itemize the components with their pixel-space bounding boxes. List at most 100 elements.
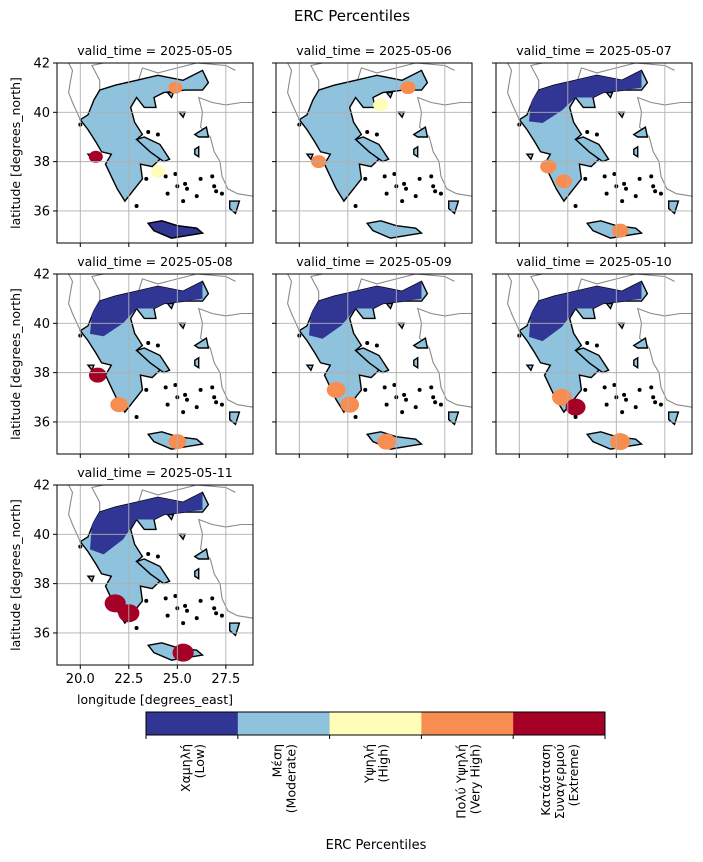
island-dot xyxy=(612,171,617,176)
island-dot xyxy=(144,598,149,603)
hotspot-1 xyxy=(551,388,572,406)
island-dot xyxy=(658,191,663,196)
country-border xyxy=(287,274,300,331)
map-layer xyxy=(68,485,253,662)
land-region-7 xyxy=(385,302,394,310)
island-dot xyxy=(194,194,199,199)
land-region-4 xyxy=(633,356,639,369)
y-tick-label: 40 xyxy=(33,106,50,121)
land-region-8 xyxy=(305,364,314,372)
land-region-5 xyxy=(228,411,241,426)
land-region-5 xyxy=(228,622,241,637)
hotspot-2 xyxy=(373,98,389,112)
panel-title: valid_time = 2025-05-10 xyxy=(516,254,672,269)
island-dot xyxy=(214,400,219,405)
island-dot xyxy=(146,552,151,557)
island-dot xyxy=(402,181,407,186)
hotspot-3 xyxy=(611,223,629,238)
country-border xyxy=(530,274,543,302)
island-dot xyxy=(198,598,203,603)
axes-frame xyxy=(56,62,254,244)
y-tick-label: 38 xyxy=(33,577,50,592)
colorbar-swatch-1 xyxy=(146,712,239,735)
island-dot xyxy=(374,343,379,348)
land-region-5 xyxy=(448,200,460,215)
island-dot xyxy=(384,191,389,196)
country-border xyxy=(91,485,104,513)
land-region-1 xyxy=(574,136,610,163)
island-dot xyxy=(433,189,438,194)
island-dot xyxy=(144,176,149,181)
island-dot xyxy=(181,410,186,415)
land-region-0 xyxy=(298,69,429,203)
x-axis-label: longitude [degrees_east] xyxy=(77,692,233,707)
hotspot-1 xyxy=(88,367,107,383)
panel-title: valid_time = 2025-05-11 xyxy=(77,465,233,480)
axes-frame xyxy=(495,62,693,244)
land-region-5 xyxy=(668,200,680,215)
island-dot xyxy=(155,554,160,559)
island-dot xyxy=(649,174,654,179)
panel-title: valid_time = 2025-05-08 xyxy=(77,254,233,269)
map-layer xyxy=(287,274,472,450)
island-dot xyxy=(438,191,443,196)
axes-frame xyxy=(56,484,254,666)
x-tick-label: 25.0 xyxy=(163,672,192,687)
hotspot-3 xyxy=(610,433,631,451)
land-region-8 xyxy=(525,153,534,161)
island-dot xyxy=(214,189,219,194)
island-dot xyxy=(658,402,663,407)
y-tick-label: 42 xyxy=(33,57,50,72)
island-dot xyxy=(185,186,190,191)
y-tick-label: 40 xyxy=(33,528,50,543)
y-tick-label: 42 xyxy=(33,268,50,283)
country-border xyxy=(530,63,543,91)
land-region-3 xyxy=(193,125,210,138)
island-dot xyxy=(620,410,625,415)
island-dot xyxy=(212,395,217,400)
island-dot xyxy=(438,402,443,407)
colorbar-class-label: Πολύ Υψηλή xyxy=(453,744,468,819)
island-dot xyxy=(194,405,199,410)
island-dot xyxy=(165,402,170,407)
hotspot-3 xyxy=(150,165,165,178)
low-region xyxy=(90,492,203,555)
colorbar-class-label: (Extreme) xyxy=(566,744,581,806)
island-dot xyxy=(622,392,627,397)
x-tick-label: 27.5 xyxy=(211,672,240,687)
island-dot xyxy=(594,132,599,137)
y-tick-label: 36 xyxy=(33,415,50,430)
island-dot xyxy=(431,184,436,189)
colorbar-swatch-2 xyxy=(237,712,331,735)
panel-title: valid_time = 2025-05-06 xyxy=(296,43,452,58)
island-dot xyxy=(163,385,168,390)
land-region-1 xyxy=(135,347,171,374)
island-dot xyxy=(417,387,422,392)
island-dot xyxy=(653,189,658,194)
country-border xyxy=(287,63,300,120)
panel-title: valid_time = 2025-05-09 xyxy=(296,254,452,269)
panel-1: 42 40 38 36 valid_time = 2025-05-05 latitude … xyxy=(8,43,254,247)
colorbar-class-label: (Very High) xyxy=(467,744,482,814)
island-dot xyxy=(392,382,397,387)
y-tick-label: 40 xyxy=(33,317,50,332)
island-dot xyxy=(400,410,405,415)
axes-frame xyxy=(275,273,473,455)
island-dot xyxy=(429,385,434,390)
island-dot xyxy=(185,397,190,402)
island-dot xyxy=(365,130,370,135)
island-dot xyxy=(212,184,217,189)
colorbar-class-label: (Low) xyxy=(192,744,207,778)
island-dot xyxy=(173,382,178,387)
panel-title: valid_time = 2025-05-07 xyxy=(516,43,672,58)
x-tick-label: 22.5 xyxy=(114,672,143,687)
y-tick-label: 38 xyxy=(33,366,50,381)
y-axis-label: latitude [degrees_north] xyxy=(8,77,23,229)
island-dot xyxy=(585,130,590,135)
island-dot xyxy=(134,204,139,209)
island-dot xyxy=(165,613,170,618)
island-dot xyxy=(382,174,387,179)
panel-4: 42 40 38 36 valid_time = 2025-05-08 latitude … xyxy=(8,254,254,458)
land-region-4 xyxy=(413,356,419,369)
island-dot xyxy=(431,395,436,400)
